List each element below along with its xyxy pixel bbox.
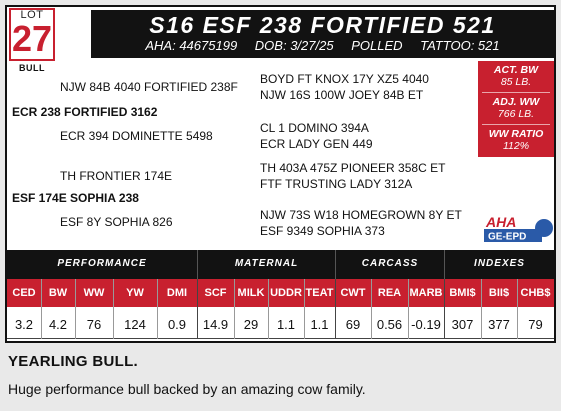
val-yw: 124 <box>124 317 146 332</box>
sire-dam-sire: CL 1 DOMINO 394A <box>260 121 369 135</box>
val-ww: 76 <box>86 317 102 332</box>
lot-number: 27 <box>11 18 53 59</box>
dam-sire-sire: TH 403A 475Z PIONEER 358C ET <box>260 161 446 175</box>
epd-value-row: 3.2 4.2 76 124 0.9 14.9 29 1.1 1.1 69 0.… <box>7 307 554 339</box>
aha-number: AHA: 44675199 <box>145 38 238 53</box>
col-head-teat: TEAT <box>305 287 334 299</box>
lot-box: LOT 27 <box>9 8 55 61</box>
col-head-scf: SCF <box>204 287 227 299</box>
column-divider <box>371 279 372 339</box>
column-divider <box>234 279 235 339</box>
val-uddr: 1.1 <box>276 317 296 332</box>
dam-sire: TH FRONTIER 174E <box>60 169 173 183</box>
col-head-milk: MILK <box>237 287 265 299</box>
val-milk: 29 <box>243 317 259 332</box>
col-head-rea: REA <box>377 287 402 299</box>
val-rea: 0.56 <box>376 317 403 332</box>
logo-ge-epd-text: GE-EPD <box>488 232 526 243</box>
column-divider <box>408 279 409 339</box>
animal-header: S16 ESF 238 FORTIFIED 521 AHA: 44675199 … <box>91 10 554 58</box>
val-ced: 3.2 <box>14 317 34 332</box>
col-head-bii: BII$ <box>488 287 510 299</box>
badge-divider <box>482 124 550 125</box>
column-divider <box>304 279 305 339</box>
tattoo: TATTOO: 521 <box>420 38 500 53</box>
adj-ww-value: 766 LB. <box>497 108 535 120</box>
epd-group-row: PERFORMANCE MATERNAL CARCASS INDEXES <box>7 250 554 279</box>
dam: ESF 174E SOPHIA 238 <box>12 191 139 205</box>
column-divider <box>41 279 42 339</box>
val-chb: 79 <box>528 317 543 332</box>
group-divider <box>444 250 445 279</box>
lot-label: LOT <box>20 9 44 21</box>
group-divider <box>335 250 336 279</box>
col-head-dmi: DMI <box>166 287 188 299</box>
dam-dam-dam: ESF 9349 SOPHIA 373 <box>260 224 385 238</box>
group-maternal: MATERNAL <box>234 258 299 269</box>
val-scf: 14.9 <box>202 317 229 332</box>
column-divider <box>268 279 269 339</box>
act-bw: ACT. BW 85 LB. <box>478 64 554 88</box>
group-divider <box>197 250 198 279</box>
column-divider <box>113 279 114 339</box>
act-bw-label: ACT. BW <box>493 64 539 76</box>
animal-name: S16 ESF 238 FORTIFIED 521 <box>149 12 496 38</box>
col-head-uddr: UDDR <box>270 287 302 299</box>
val-bii: 377 <box>488 317 510 332</box>
epd-table: PERFORMANCE MATERNAL CARCASS INDEXES CED… <box>7 250 554 341</box>
group-carcass: CARCASS <box>361 258 419 269</box>
col-head-cwt: CWT <box>340 287 366 299</box>
birth-date: DOB: 3/27/25 <box>254 38 334 53</box>
col-head-bw: BW <box>48 287 68 299</box>
sire-dam-dam: ECR LADY GEN 449 <box>260 137 373 151</box>
weight-badge: ACT. BW 85 LB. ADJ. WW 766 LB. WW RATIO … <box>478 61 554 157</box>
epd-header-row: CED BW WW YW DMI SCF MILK UDDR TEAT CWT … <box>7 279 554 307</box>
column-divider <box>335 279 336 339</box>
ww-ratio-value: 112% <box>502 140 530 152</box>
sex-label: BULL <box>19 63 45 73</box>
adj-ww: ADJ. WW 766 LB. <box>478 96 554 120</box>
dam-dam-sire: NJW 73S W18 HOMEGROWN 8Y ET <box>260 208 462 222</box>
column-divider <box>517 279 518 339</box>
group-performance: PERFORMANCE <box>57 258 147 269</box>
aha-ge-epd-logo: AHA GE-EPD <box>478 212 554 244</box>
group-indexes: INDEXES <box>474 258 525 269</box>
badge-divider <box>482 92 550 93</box>
val-marb: -0.19 <box>411 317 441 332</box>
col-head-marb: MARB <box>409 287 443 299</box>
col-head-chb: CHB$ <box>520 287 551 299</box>
col-head-bmi: BMI$ <box>449 287 476 299</box>
col-head-ww: WW <box>83 287 105 299</box>
adj-ww-label: ADJ. WW <box>492 96 540 108</box>
column-divider <box>157 279 158 339</box>
sire-sire: NJW 84B 4040 FORTIFIED 238F <box>60 80 238 94</box>
val-bmi: 307 <box>451 317 474 332</box>
polled-status: POLLED <box>351 38 403 53</box>
column-divider <box>75 279 76 339</box>
column-divider <box>197 279 198 339</box>
val-bw: 4.2 <box>48 317 68 332</box>
col-head-ced: CED <box>12 287 36 299</box>
description-title: YEARLING BULL. <box>8 353 139 370</box>
act-bw-value: 85 LB. <box>500 76 532 88</box>
col-head-yw: YW <box>126 287 144 299</box>
logo-aha-text: AHA <box>485 214 516 230</box>
val-teat: 1.1 <box>310 317 329 332</box>
sire-dam: ECR 394 DOMINETTE 5498 <box>60 129 213 143</box>
sire: ECR 238 FORTIFIED 3162 <box>12 105 158 119</box>
val-cwt: 69 <box>345 317 361 332</box>
sire-sire-sire: BOYD FT KNOX 17Y XZ5 4040 <box>260 72 429 86</box>
column-divider <box>444 279 445 339</box>
dam-sire-dam: FTF TRUSTING LADY 312A <box>260 177 413 191</box>
id-line: AHA: 44675199 DOB: 3/27/25 POLLED TATTOO… <box>91 38 554 53</box>
column-divider <box>481 279 482 339</box>
val-dmi: 0.9 <box>167 317 187 332</box>
description-body: Huge performance bull backed by an amazi… <box>8 381 366 397</box>
dam-dam: ESF 8Y SOPHIA 826 <box>60 215 173 229</box>
ww-ratio: WW RATIO 112% <box>478 128 554 152</box>
sire-sire-dam: NJW 16S 100W JOEY 84B ET <box>260 88 424 102</box>
ww-ratio-label: WW RATIO <box>488 128 544 140</box>
